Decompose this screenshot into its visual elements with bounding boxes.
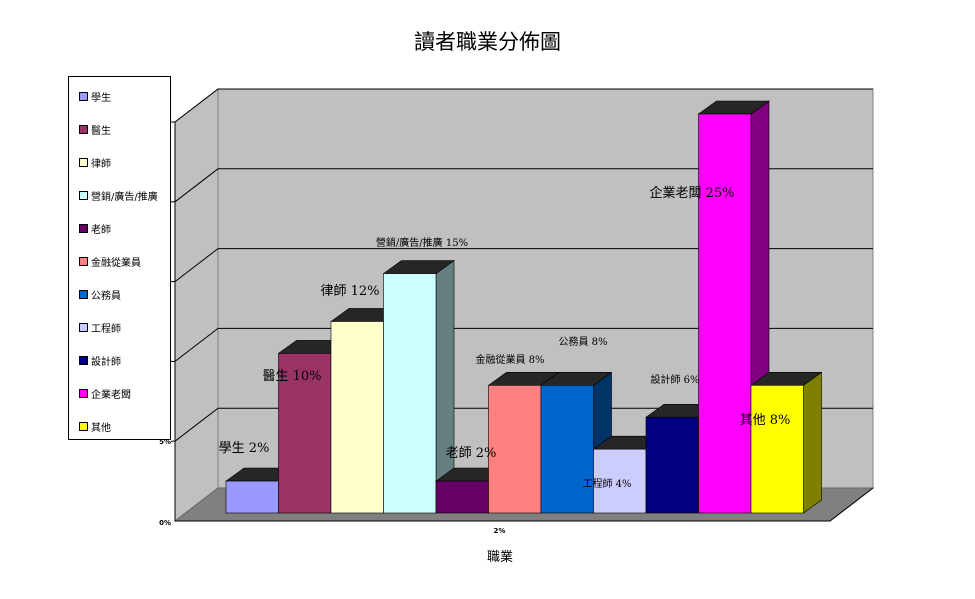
y-tick-label: 5% (159, 438, 171, 446)
bars-group (225, 100, 823, 514)
bar-11 (750, 371, 823, 514)
legend-swatch (79, 355, 88, 365)
data-label: 學生 2% (219, 441, 270, 456)
legend-item: 其他 (79, 419, 111, 434)
legend-item: 醫生 (79, 122, 111, 137)
legend-item: 工程師 (79, 320, 121, 335)
bar-front (645, 416, 699, 514)
data-label: 公務員 8% (558, 335, 607, 348)
bar-front (540, 385, 594, 514)
data-label: 企業老闆 25% (649, 185, 734, 201)
legend-item: 設計師 (79, 353, 121, 368)
legend-label: 公務員 (91, 290, 121, 302)
legend-item: 律師 (79, 155, 111, 170)
data-label: 工程師 4% (582, 477, 631, 490)
legend-label: 醫生 (91, 125, 111, 137)
data-labels-group: 學生 2% 醫生 10% 律師 12% 營銷/廣告/推廣 15% 老師 2% 金融從業員 … (219, 185, 791, 490)
legend-label: 企業老闆 (91, 389, 131, 401)
legend-swatch (79, 322, 88, 332)
legend-label: 其他 (91, 422, 111, 434)
data-label: 律師 12% (320, 284, 379, 299)
legend-item: 營銷/廣告/推廣 (79, 188, 158, 203)
legend-item: 金融從業員 (79, 254, 141, 269)
legend-swatch (79, 157, 88, 167)
legend-item: 老師 (79, 221, 111, 236)
data-label: 金融從業員 8% (475, 353, 544, 366)
bar-side (803, 371, 822, 514)
legend-label: 營銷/廣告/推廣 (91, 191, 158, 203)
gridline (174, 248, 873, 282)
legend-swatch (79, 289, 88, 299)
data-label: 營銷/廣告/推廣 15% (376, 236, 468, 249)
legend-label: 老師 (91, 224, 111, 236)
legend-label: 金融從業員 (91, 257, 141, 269)
legend-label: 工程師 (91, 323, 121, 335)
bar-front (225, 480, 279, 514)
gridline (174, 407, 873, 442)
legend-swatch (79, 421, 88, 431)
side-wall (174, 87, 219, 523)
chart-title: 讀者職業分佈圖 (414, 30, 561, 54)
legend-item: 公務員 (79, 287, 121, 302)
legend: 學生醫生律師營銷/廣告/推廣 老師金融從業員公務員工程師設計師企業老闆其他 (68, 76, 171, 440)
bar-front (278, 353, 332, 514)
bar-front (593, 448, 647, 514)
gridline (174, 168, 873, 203)
y-tick-label: 0% (159, 519, 171, 527)
legend-swatch (79, 388, 88, 398)
bar-front (383, 273, 437, 514)
bar-front (435, 480, 489, 514)
legend-label: 設計師 (91, 356, 121, 368)
bar-front (698, 113, 752, 514)
gridline (174, 88, 873, 123)
legend-label: 律師 (91, 158, 111, 170)
legend-item: 企業老闆 (79, 386, 131, 401)
data-label: 其他 8% (740, 413, 791, 428)
legend-swatch (79, 91, 88, 101)
bar-front (750, 385, 804, 514)
legend-label: 學生 (91, 92, 111, 104)
legend-item: 學生 (79, 89, 111, 104)
x-tick-label: 2% (494, 527, 506, 535)
data-label: 老師 2% (446, 446, 497, 461)
legend-swatch (79, 223, 88, 233)
gridline (174, 327, 873, 362)
data-label: 設計師 6% (650, 373, 699, 386)
data-label: 醫生 10% (262, 369, 321, 384)
bar-4 (382, 260, 455, 514)
legend-swatch (79, 256, 88, 266)
x-axis-label: 職業 (486, 550, 513, 565)
bar-front (488, 385, 542, 514)
bar-front (330, 321, 384, 514)
legend-swatch (79, 124, 88, 134)
legend-swatch (79, 190, 88, 200)
floor-edge (829, 487, 874, 522)
